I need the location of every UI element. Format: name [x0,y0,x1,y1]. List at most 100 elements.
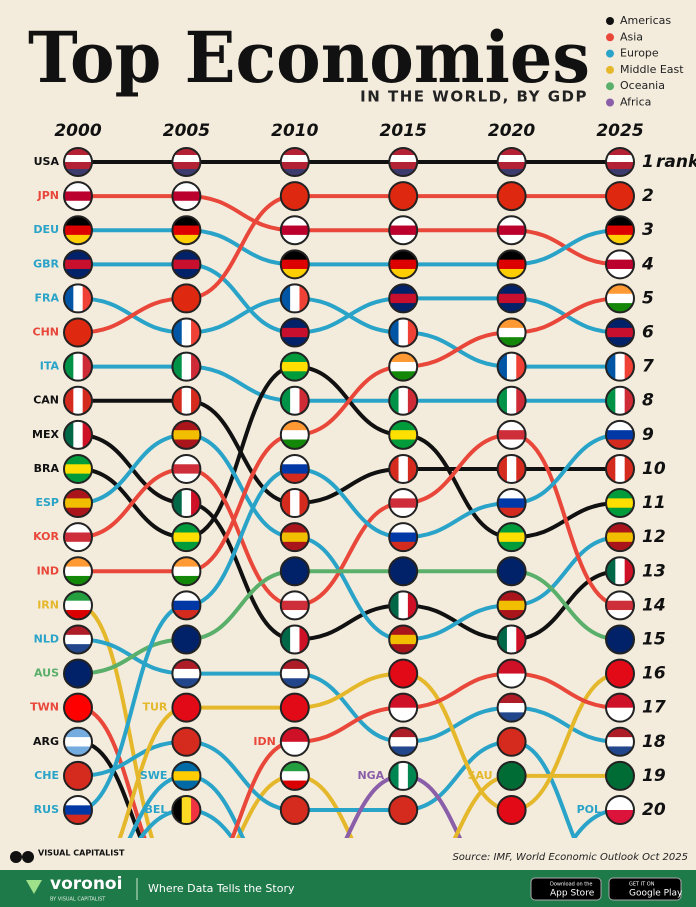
flag-outline [496,556,527,587]
flag-marker [496,658,527,689]
flag-outline [279,215,310,246]
flag-stripe [280,162,309,170]
google-play-badge[interactable]: GET IT ON Google Play [608,877,683,901]
flag-stripe [624,352,634,381]
flag-marker [496,488,527,519]
flag-stripe [181,796,192,824]
flag-marker [171,658,202,689]
flag [280,148,309,176]
flag-stripe [516,386,526,415]
flag-outline [63,624,93,655]
flag-stripe [624,386,634,415]
labels: 2000 2005 2010 2015 2020 20251234567891011121… [30,121,696,820]
badge[interactable] [530,877,602,901]
badge-line: GET IT ON [629,882,655,888]
flag-outline [279,488,310,519]
flag-outline [171,624,202,655]
flag-stripe [606,155,634,163]
flag-marker [388,215,419,246]
flag-stripe [280,430,309,441]
flag-stripe [280,541,309,552]
flag [497,420,526,449]
flag-stripe [606,659,634,675]
flag [172,216,201,245]
flag [172,284,201,313]
flag-marker [279,590,310,621]
flag [172,148,201,176]
flag-stripe [606,727,634,738]
flag [64,318,92,347]
flag [64,523,92,552]
flag-outline [388,726,419,757]
flag-stripe [389,225,418,236]
flag-marker [63,692,93,723]
flag-outline [388,419,419,450]
y-tick-label: 19 [642,766,666,786]
flag [606,284,634,313]
flag-stripe [497,293,526,304]
flag-stripe [389,268,418,279]
flag-stripe [280,489,291,518]
flag-stripe [280,318,309,329]
flag [497,148,526,176]
flag-marker [63,624,93,655]
flag-stripe [290,386,300,415]
flag [606,216,634,245]
flag-stripe [172,268,201,279]
flag-marker [388,692,419,723]
flag-outline [279,385,310,416]
flag-marker [605,283,635,314]
flag-stripe [280,216,309,227]
flag-stripe [389,659,418,675]
flag-marker [171,249,202,280]
flag-stripe [299,625,309,654]
flag-outline [171,488,202,519]
flag-stripe [64,473,92,483]
flag-marker [171,692,202,723]
flag-outline [171,215,202,246]
flag [280,761,309,790]
country-label: CAN [33,394,59,407]
flag-stripe [389,761,400,790]
flag-marker [605,624,635,655]
flag-stripe [497,507,526,518]
flag-outline [171,283,202,314]
country-label: NLD [34,632,59,645]
flag-stripe [280,155,309,163]
flag-stripe [497,439,526,449]
badge[interactable] [608,877,682,901]
flag [497,761,526,790]
flag [389,523,418,552]
flag-stripe [497,532,526,543]
flag-outline [279,760,310,791]
flag-stripe [181,352,192,381]
flag-outline [388,760,419,791]
flag-marker [388,760,419,791]
flag-stripe [64,454,92,465]
flag-stripe [398,761,409,790]
flag-outline [63,283,93,314]
flag-marker [605,692,635,723]
flag [389,659,418,688]
flag-stripe [64,191,92,202]
flag-stripe [280,591,309,602]
flag-marker [279,249,310,280]
badge-line: App Store [550,889,595,899]
flag-outline [63,795,93,825]
flag [606,250,634,279]
flag-marker [388,453,419,484]
flag-outline [171,147,202,177]
flag-marker [496,760,527,791]
flag-stripe [172,200,201,211]
flag-stripe [389,182,418,197]
flag-stripe [172,439,201,449]
flag-marker [171,419,202,450]
flag [172,796,201,824]
flag-marker [496,181,527,212]
flag-stripe [280,284,291,313]
flag [606,693,634,722]
exit-stub [186,773,246,838]
app-store-badge[interactable]: Download on the App Store [530,877,602,901]
flag [64,420,92,449]
flag-stripe [606,761,634,777]
